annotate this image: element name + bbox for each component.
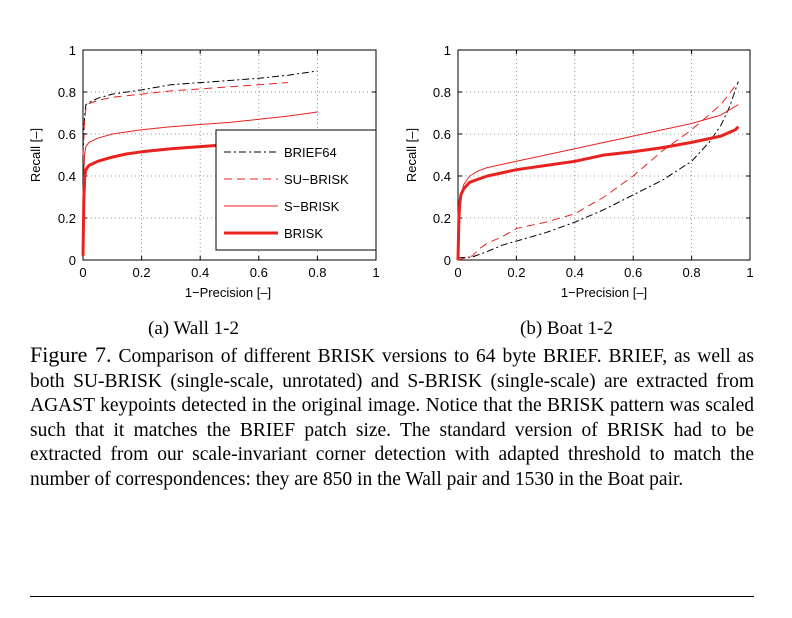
x-tick-label: 0.6: [250, 265, 268, 280]
legend-label: BRISK: [284, 226, 323, 241]
y-tick-label: 0.8: [58, 85, 76, 100]
legend-label: S−BRISK: [284, 199, 340, 214]
y-tick-label: 1: [444, 43, 451, 58]
x-tick-label: 0: [454, 265, 461, 280]
y-tick-label: 0.8: [433, 85, 451, 100]
y-tick-label: 0.4: [433, 169, 451, 184]
x-tick-label: 0.2: [133, 265, 151, 280]
y-tick-label: 0.2: [433, 211, 451, 226]
bottom-rule: [30, 596, 754, 597]
series-line-brisk: [81, 141, 245, 256]
subcaption-wall: (a) Wall 1-2: [148, 318, 239, 339]
series-line-su-brisk: [82, 82, 289, 156]
x-tick-label: 1: [372, 265, 379, 280]
legend-label: SU−BRISK: [284, 172, 349, 187]
y-tick-label: 0.2: [58, 211, 76, 226]
x-tick-label: 1: [746, 265, 753, 280]
series-line-su-brisk: [457, 85, 736, 261]
y-axis-label: Recall [–]: [404, 128, 419, 182]
series-line-brief64: [82, 70, 318, 156]
chart-boat: 0 0.2 0.4 0.6 0.8 1 0 0.2 0.4 0.6 0.8 1 1−Precision …: [404, 43, 754, 300]
x-tick-label: 0.6: [624, 265, 642, 280]
series-line-s-brisk: [457, 104, 739, 256]
y-tick-label: 0.4: [58, 169, 76, 184]
figure-caption: Figure 7. Comparison of different BRISK …: [30, 342, 754, 493]
series-line-s-brisk: [82, 111, 318, 198]
legend-box: [215, 129, 377, 251]
series-line-brisk: [456, 125, 740, 261]
series-line-brief64: [457, 81, 739, 259]
figure-label: Figure 7.: [30, 342, 112, 367]
y-tick-label: 0: [444, 253, 451, 268]
figure-caption-text: Comparison of different BRISK versions t…: [30, 346, 754, 490]
legend-label: BRIEF64: [284, 145, 337, 160]
y-axis-label: Recall [–]: [28, 128, 43, 182]
y-tick-label: 1: [69, 43, 76, 58]
x-axis-label: 1−Precision [–]: [185, 285, 271, 300]
x-tick-label: 0.8: [308, 265, 326, 280]
y-tick-label: 0.6: [433, 127, 451, 142]
y-tick-label: 0.6: [58, 127, 76, 142]
figure-charts: 0 0.2 0.4 0.6 0.8 1 0 0.2 0.4 0.6 0.8 1 1−Precision …: [28, 43, 754, 300]
plot-frame: [457, 49, 751, 261]
x-tick-label: 0: [79, 265, 86, 280]
x-tick-label: 0.4: [191, 265, 209, 280]
x-tick-label: 0.2: [507, 265, 525, 280]
subcaption-boat: (b) Boat 1-2: [520, 318, 613, 339]
y-tick-label: 0: [69, 253, 76, 268]
x-axis-label: 1−Precision [–]: [561, 285, 647, 300]
chart-wall: 0 0.2 0.4 0.6 0.8 1 0 0.2 0.4 0.6 0.8 1 1−Precision …: [28, 43, 380, 300]
x-tick-label: 0.4: [566, 265, 584, 280]
x-tick-label: 0.8: [683, 265, 701, 280]
